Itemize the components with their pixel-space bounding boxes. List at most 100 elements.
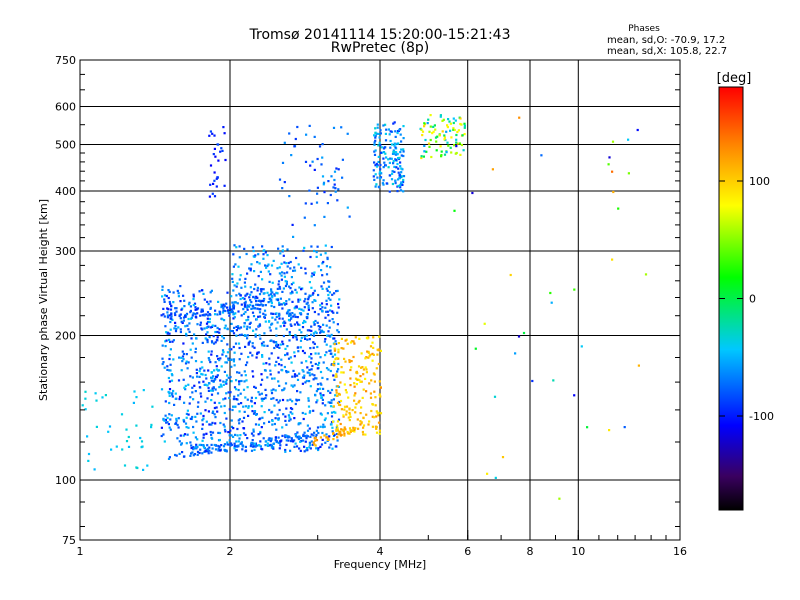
data-point [247, 406, 250, 409]
data-point [373, 416, 376, 419]
data-point [261, 344, 264, 347]
data-point [202, 433, 205, 436]
data-point [201, 314, 204, 317]
data-point [270, 294, 273, 297]
data-point [423, 150, 426, 153]
data-point [398, 176, 401, 179]
data-point [434, 128, 437, 131]
colorbar-label: [deg] [717, 71, 752, 86]
data-point [397, 171, 400, 174]
data-point [161, 362, 164, 366]
data-point [215, 177, 218, 180]
data-point [205, 313, 208, 316]
data-point [374, 127, 377, 130]
data-point [200, 289, 204, 292]
data-point [458, 142, 461, 145]
data-point [244, 363, 248, 367]
data-point [297, 435, 301, 438]
data-point [279, 252, 282, 255]
data-point [178, 398, 181, 401]
data-point [352, 355, 355, 359]
data-point [210, 289, 213, 292]
data-point [206, 339, 209, 342]
data-point [196, 438, 199, 441]
data-point [275, 341, 278, 344]
data-point [302, 249, 305, 252]
data-point [291, 300, 294, 303]
stats-line-o: mean, sd,O: -70.9, 17.2 [607, 35, 725, 46]
data-point [316, 399, 319, 402]
data-point [360, 366, 363, 369]
data-point [368, 382, 371, 385]
data-point [177, 417, 180, 420]
data-point [260, 392, 263, 395]
data-point [308, 189, 311, 192]
data-points [81, 114, 648, 500]
data-point [231, 330, 234, 333]
data-point [214, 341, 217, 344]
data-point [168, 357, 171, 361]
data-point [185, 416, 188, 419]
data-point [161, 288, 164, 291]
data-point [217, 449, 220, 452]
data-point [162, 361, 165, 364]
data-point [84, 397, 87, 400]
data-point [174, 392, 177, 395]
data-point [382, 124, 385, 127]
data-point [375, 410, 378, 413]
data-point [317, 325, 320, 328]
data-point [310, 286, 313, 289]
data-point [277, 417, 280, 420]
data-point [321, 156, 324, 159]
data-point [252, 315, 256, 318]
data-point [294, 435, 298, 438]
data-point [317, 431, 320, 435]
data-point [200, 327, 203, 330]
data-point [250, 432, 254, 435]
data-point [166, 314, 169, 317]
data-point [396, 152, 399, 156]
data-point [199, 314, 202, 317]
data-point [294, 137, 297, 141]
data-point [305, 437, 308, 440]
data-point [317, 265, 320, 268]
data-point [210, 399, 213, 402]
data-point [263, 292, 266, 295]
x-tick-label: 10 [571, 545, 585, 558]
data-point [260, 426, 263, 429]
data-point [256, 352, 259, 356]
data-point [245, 379, 248, 382]
data-point [323, 425, 326, 428]
data-point [301, 326, 305, 329]
data-point [168, 300, 171, 304]
data-point [333, 353, 337, 356]
data-point [293, 266, 296, 269]
data-point [300, 308, 303, 311]
data-point [232, 313, 235, 316]
data-point [209, 326, 212, 329]
data-point [277, 401, 280, 404]
data-point [196, 450, 200, 453]
data-point [396, 190, 399, 193]
data-point [359, 375, 362, 378]
data-point [278, 408, 281, 412]
data-point [249, 293, 252, 296]
data-point [377, 414, 380, 417]
data-point [372, 175, 375, 178]
data-point [332, 398, 335, 401]
data-point [373, 153, 377, 156]
data-point [379, 395, 382, 398]
data-point [452, 128, 455, 131]
data-point [93, 468, 96, 471]
data-point [244, 277, 247, 280]
data-point [208, 317, 211, 321]
data-point [264, 444, 267, 447]
data-point [372, 169, 375, 172]
data-point [321, 287, 324, 290]
data-point [278, 272, 281, 275]
data-point [338, 298, 341, 301]
data-point [304, 440, 307, 443]
data-point [244, 433, 247, 436]
data-point [195, 443, 198, 446]
data-point [311, 160, 314, 163]
